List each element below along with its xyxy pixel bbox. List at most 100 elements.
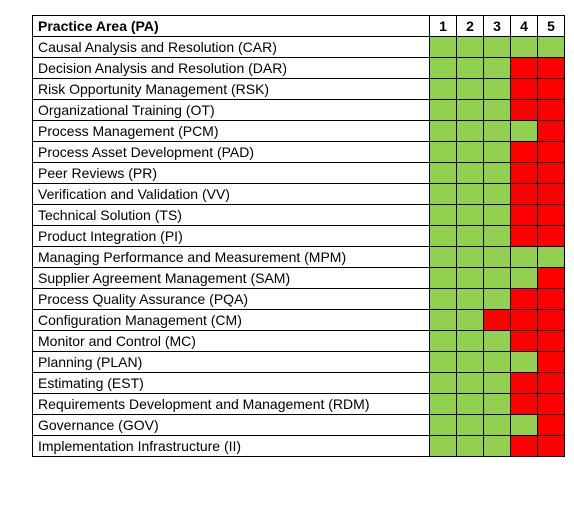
table-row: Process Management (PCM): [32, 120, 565, 142]
level-3-status-cell: [483, 162, 511, 184]
level-5-status-cell: [537, 204, 565, 226]
matrix-body: Causal Analysis and Resolution (CAR) Deci…: [32, 36, 565, 457]
level-3-status-cell: [483, 393, 511, 415]
table-row: Decision Analysis and Resolution (DAR): [32, 57, 565, 79]
table-row: Configuration Management (CM): [32, 309, 565, 331]
level-4-status-cell: [510, 393, 538, 415]
level-5-status-cell: [537, 36, 565, 58]
level-3-column-header: 3: [483, 15, 511, 37]
practice-area-name: Requirements Development and Management …: [32, 393, 430, 415]
level-2-status-cell: [456, 246, 484, 268]
level-3-status-cell: [483, 225, 511, 247]
practice-area-name: Decision Analysis and Resolution (DAR): [32, 57, 430, 79]
practice-area-name: Configuration Management (CM): [32, 309, 430, 331]
practice-area-name: Organizational Training (OT): [32, 99, 430, 121]
level-1-status-cell: [429, 435, 457, 457]
level-1-status-cell: [429, 414, 457, 436]
table-row: Product Integration (PI): [32, 225, 565, 247]
table-row: Organizational Training (OT): [32, 99, 565, 121]
level-5-status-cell: [537, 435, 565, 457]
level-5-status-cell: [537, 183, 565, 205]
level-5-column-header: 5: [537, 15, 565, 37]
table-row: Governance (GOV): [32, 414, 565, 436]
level-2-status-cell: [456, 393, 484, 415]
level-1-status-cell: [429, 120, 457, 142]
table-row: Planning (PLAN): [32, 351, 565, 373]
practice-area-name: Managing Performance and Measurement (MP…: [32, 246, 430, 268]
level-1-status-cell: [429, 36, 457, 58]
level-3-status-cell: [483, 351, 511, 373]
level-5-status-cell: [537, 57, 565, 79]
practice-area-name: Product Integration (PI): [32, 225, 430, 247]
level-1-status-cell: [429, 351, 457, 373]
level-4-status-cell: [510, 57, 538, 79]
level-2-status-cell: [456, 288, 484, 310]
level-1-status-cell: [429, 330, 457, 352]
level-4-status-cell: [510, 78, 538, 100]
level-1-status-cell: [429, 225, 457, 247]
practice-area-name: Causal Analysis and Resolution (CAR): [32, 36, 430, 58]
level-1-status-cell: [429, 141, 457, 163]
level-4-status-cell: [510, 204, 538, 226]
level-2-status-cell: [456, 36, 484, 58]
level-1-status-cell: [429, 204, 457, 226]
table-row: Estimating (EST): [32, 372, 565, 394]
level-2-status-cell: [456, 162, 484, 184]
level-3-status-cell: [483, 78, 511, 100]
practice-area-name: Planning (PLAN): [32, 351, 430, 373]
level-5-status-cell: [537, 162, 565, 184]
level-5-status-cell: [537, 120, 565, 142]
level-3-status-cell: [483, 246, 511, 268]
level-4-status-cell: [510, 330, 538, 352]
practice-area-name: Implementation Infrastructure (II): [32, 435, 430, 457]
level-1-status-cell: [429, 57, 457, 79]
level-1-status-cell: [429, 246, 457, 268]
practice-area-name: Governance (GOV): [32, 414, 430, 436]
table-row: Peer Reviews (PR): [32, 162, 565, 184]
table-row: Monitor and Control (MC): [32, 330, 565, 352]
table-row: Process Quality Assurance (PQA): [32, 288, 565, 310]
level-5-status-cell: [537, 351, 565, 373]
level-4-status-cell: [510, 225, 538, 247]
level-3-status-cell: [483, 435, 511, 457]
level-3-status-cell: [483, 372, 511, 394]
level-2-status-cell: [456, 99, 484, 121]
level-3-status-cell: [483, 288, 511, 310]
practice-area-matrix: Practice Area (PA) 1 2 3 4 5 Causal Anal…: [32, 15, 565, 457]
level-2-status-cell: [456, 372, 484, 394]
level-2-status-cell: [456, 141, 484, 163]
level-5-status-cell: [537, 288, 565, 310]
level-1-status-cell: [429, 288, 457, 310]
level-4-status-cell: [510, 99, 538, 121]
level-3-status-cell: [483, 57, 511, 79]
level-4-status-cell: [510, 414, 538, 436]
level-2-status-cell: [456, 225, 484, 247]
header-row: Practice Area (PA) 1 2 3 4 5: [32, 15, 565, 37]
level-5-status-cell: [537, 78, 565, 100]
level-4-status-cell: [510, 36, 538, 58]
level-2-status-cell: [456, 204, 484, 226]
table-row: Causal Analysis and Resolution (CAR): [32, 36, 565, 58]
level-5-status-cell: [537, 225, 565, 247]
level-4-status-cell: [510, 351, 538, 373]
practice-area-name: Peer Reviews (PR): [32, 162, 430, 184]
level-2-status-cell: [456, 435, 484, 457]
practice-area-name: Technical Solution (TS): [32, 204, 430, 226]
table-row: Technical Solution (TS): [32, 204, 565, 226]
practice-area-name: Process Management (PCM): [32, 120, 430, 142]
level-2-status-cell: [456, 414, 484, 436]
level-1-column-header: 1: [429, 15, 457, 37]
level-3-status-cell: [483, 267, 511, 289]
table-row: Verification and Validation (VV): [32, 183, 565, 205]
level-1-status-cell: [429, 99, 457, 121]
level-5-status-cell: [537, 141, 565, 163]
level-2-status-cell: [456, 309, 484, 331]
practice-area-name: Supplier Agreement Management (SAM): [32, 267, 430, 289]
level-2-status-cell: [456, 351, 484, 373]
level-2-status-cell: [456, 57, 484, 79]
level-3-status-cell: [483, 183, 511, 205]
level-5-status-cell: [537, 99, 565, 121]
level-3-status-cell: [483, 414, 511, 436]
level-1-status-cell: [429, 78, 457, 100]
level-4-status-cell: [510, 183, 538, 205]
